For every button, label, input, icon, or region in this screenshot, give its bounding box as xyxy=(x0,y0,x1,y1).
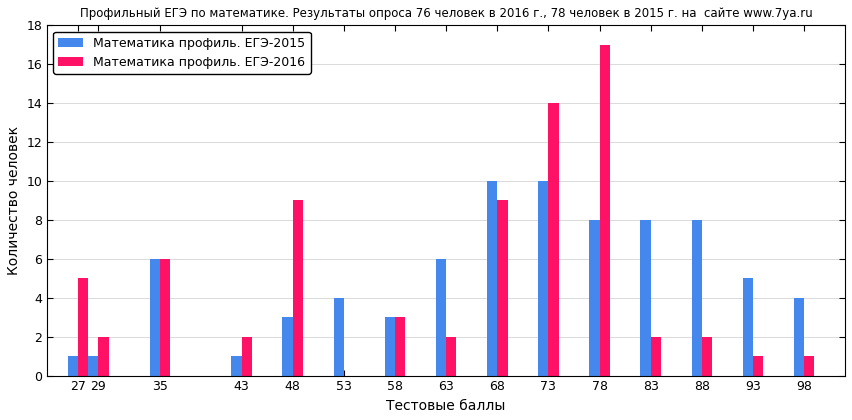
Legend: Математика профиль. ЕГЭ-2015, Математика профиль. ЕГЭ-2016: Математика профиль. ЕГЭ-2015, Математика… xyxy=(54,32,311,74)
Bar xyxy=(804,356,815,375)
Bar xyxy=(334,298,344,375)
Bar xyxy=(498,200,508,375)
Bar xyxy=(88,356,98,375)
X-axis label: Тестовые баллы: Тестовые баллы xyxy=(387,399,506,413)
Bar xyxy=(385,317,395,375)
Bar xyxy=(293,200,303,375)
Bar xyxy=(743,278,753,375)
Bar xyxy=(78,278,88,375)
Bar xyxy=(232,356,242,375)
Bar xyxy=(651,337,661,375)
Bar xyxy=(159,259,170,375)
Bar xyxy=(436,259,446,375)
Bar xyxy=(242,337,252,375)
Bar xyxy=(487,181,498,375)
Bar xyxy=(98,337,108,375)
Bar xyxy=(549,103,559,375)
Bar xyxy=(446,337,457,375)
Bar xyxy=(600,45,610,375)
Bar xyxy=(753,356,763,375)
Bar xyxy=(283,317,293,375)
Title: Профильный ЕГЭ по математике. Результаты опроса 76 человек в 2016 г., 78 человек: Профильный ЕГЭ по математике. Результаты… xyxy=(80,7,813,20)
Bar xyxy=(794,298,804,375)
Bar xyxy=(641,220,651,375)
Bar xyxy=(692,220,702,375)
Bar xyxy=(67,356,78,375)
Y-axis label: Количество человек: Количество человек xyxy=(7,126,21,275)
Bar xyxy=(590,220,600,375)
Bar xyxy=(149,259,159,375)
Bar xyxy=(702,337,712,375)
Bar xyxy=(538,181,549,375)
Bar xyxy=(395,317,406,375)
